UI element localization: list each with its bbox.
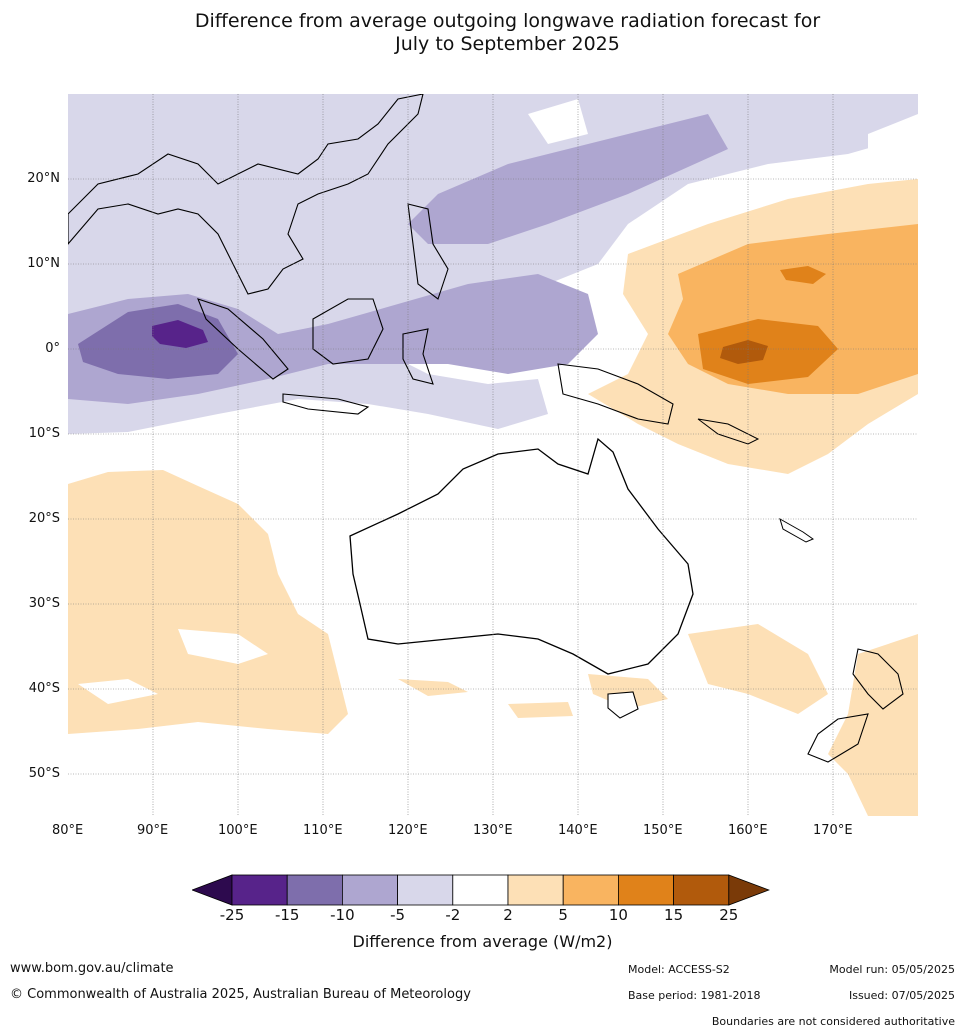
new-zealand-south-coastline (807, 713, 869, 763)
colorbar-arrow-low (190, 874, 233, 906)
lon-label-80e: 80°E (52, 823, 84, 838)
australia-coastline (349, 437, 694, 675)
lon-label-120e: 120°E (388, 823, 428, 838)
footer-issued: Issued: 07/05/2025 (848, 989, 955, 1002)
anomaly-region-positive-max (720, 340, 768, 364)
anomaly-map (68, 94, 918, 816)
solomon-islands-coastline (697, 418, 760, 445)
footer-model: Model: ACCESS-S2 (628, 963, 730, 976)
colorbar-bin (397, 874, 454, 906)
map-svg (68, 94, 918, 816)
footer-base-period: Base period: 1981-2018 (628, 989, 761, 1002)
lon-label-110e: 110°E (303, 823, 343, 838)
colorbar (190, 873, 774, 907)
colorbar-bin (562, 874, 619, 906)
sumatra-coastline (197, 298, 289, 380)
neutral-hole-2 (78, 679, 158, 704)
footer-model-run: Model run: 05/05/2025 (829, 963, 955, 976)
anomaly-region-positive-indian-ocean (68, 470, 348, 734)
lat-label-10s: 10°S (28, 426, 60, 441)
neutral-hole (178, 629, 268, 664)
lat-label-equator: 0° (45, 341, 60, 356)
java-coastline (282, 393, 370, 415)
colorbar-bin (231, 874, 288, 906)
colorbar-tick-label: 15 (664, 906, 684, 924)
colorbar-tick-label: 2 (503, 906, 513, 924)
anomaly-region-positive-south-2 (398, 679, 468, 696)
lat-label-30s: 30°S (28, 596, 60, 611)
new-zealand-coastline (852, 648, 904, 710)
lat-label-10n: 10°N (27, 256, 60, 271)
colorbar-label: Difference from average (W/m2) (352, 932, 613, 951)
colorbar-tick-label: 25 (719, 906, 739, 924)
footer-disclaimer: Boundaries are not considered authoritat… (711, 1015, 955, 1028)
colorbar-tick-label: -5 (390, 906, 406, 924)
colorbar-arrow-high (728, 874, 770, 906)
anomaly-region-positive-south-3 (508, 702, 573, 718)
philippines-coastline (407, 203, 449, 300)
anomaly-region-negative-strong (152, 320, 208, 348)
colorbar-bin (673, 874, 730, 906)
title-line-2: July to September 2025 (395, 33, 620, 55)
colorbar-tick-label: 10 (608, 906, 628, 924)
lat-label-50s: 50°S (28, 766, 60, 781)
new-guinea-coastline (557, 363, 674, 425)
lon-label-140e: 140°E (558, 823, 598, 838)
colorbar-bin (452, 874, 509, 906)
tasmania-coastline (607, 691, 639, 719)
lat-label-40s: 40°S (28, 681, 60, 696)
colorbar-bin (617, 874, 674, 906)
lon-label-130e: 130°E (473, 823, 513, 838)
colorbar-bin (341, 874, 398, 906)
colorbar-tick-label: -2 (445, 906, 461, 924)
neutral-region (528, 99, 588, 144)
colorbar-tick-label: -15 (274, 906, 300, 924)
lon-label-90e: 90°E (137, 823, 169, 838)
anomaly-region-positive-strong (698, 319, 838, 384)
lon-label-170e: 170°E (813, 823, 853, 838)
footer-website[interactable]: www.bom.gov.au/climate (10, 961, 174, 976)
footer-copyright: © Commonwealth of Australia 2025, Austra… (10, 987, 471, 1002)
colorbar-bin (286, 874, 343, 906)
colorbar-bin (507, 874, 564, 906)
colorbar-tick-label: 5 (558, 906, 568, 924)
anomaly-region-positive-nz (828, 634, 918, 816)
colorbar-tick-label: -25 (219, 906, 245, 924)
lon-label-100e: 100°E (218, 823, 258, 838)
chart-title: Difference from average outgoing longwav… (0, 10, 965, 56)
colorbar-tick-label: -10 (330, 906, 355, 924)
colorbar-svg (190, 874, 770, 906)
sulawesi-coastline (402, 328, 434, 385)
lon-label-150e: 150°E (643, 823, 683, 838)
anomaly-region-positive-tasman (688, 624, 828, 714)
lat-label-20s: 20°S (28, 511, 60, 526)
graticule (68, 94, 918, 816)
anomaly-region-positive-north-pocket (780, 266, 826, 284)
lat-label-20n: 20°N (27, 171, 60, 186)
borneo-coastline (312, 298, 384, 365)
new-caledonia-coastline (779, 517, 815, 543)
title-line-1: Difference from average outgoing longwav… (194, 10, 821, 32)
lon-label-160e: 160°E (728, 823, 768, 838)
